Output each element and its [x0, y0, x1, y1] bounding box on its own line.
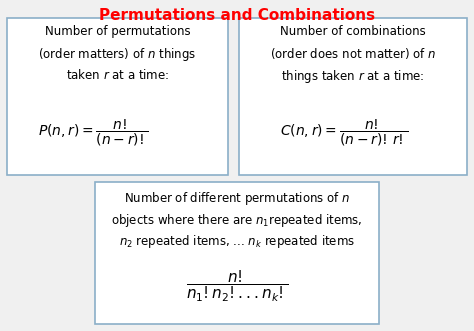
Text: (order does not matter) of $n$: (order does not matter) of $n$ [270, 46, 437, 61]
Text: taken $r$ at a time:: taken $r$ at a time: [66, 68, 169, 82]
Text: Number of different permutations of $n$: Number of different permutations of $n$ [124, 190, 350, 207]
FancyBboxPatch shape [7, 18, 228, 175]
Text: $P(n,r) = \dfrac{n!}{(n-r)!}$: $P(n,r) = \dfrac{n!}{(n-r)!}$ [38, 117, 149, 148]
Text: $n_2$ repeated items, ... $n_k$ repeated items: $n_2$ repeated items, ... $n_k$ repeated… [119, 233, 355, 250]
FancyBboxPatch shape [95, 182, 379, 324]
Text: objects where there are $n_1$repeated items,: objects where there are $n_1$repeated it… [111, 212, 363, 229]
Text: $\dfrac{n!}{n_1 ! n_2 ! ... n_k !}$: $\dfrac{n!}{n_1 ! n_2 ! ... n_k !}$ [186, 268, 288, 304]
Text: Permutations and Combinations: Permutations and Combinations [99, 8, 375, 23]
FancyBboxPatch shape [239, 18, 467, 175]
Text: things taken $r$ at a time:: things taken $r$ at a time: [282, 68, 425, 85]
Text: (order matters) of $n$ things: (order matters) of $n$ things [38, 46, 196, 63]
Text: $C(n,r) = \dfrac{n!}{(n-r)!\,r!}$: $C(n,r) = \dfrac{n!}{(n-r)!\,r!}$ [280, 117, 408, 148]
Text: Number of permutations: Number of permutations [45, 25, 190, 38]
Text: Number of combinations: Number of combinations [280, 25, 426, 38]
